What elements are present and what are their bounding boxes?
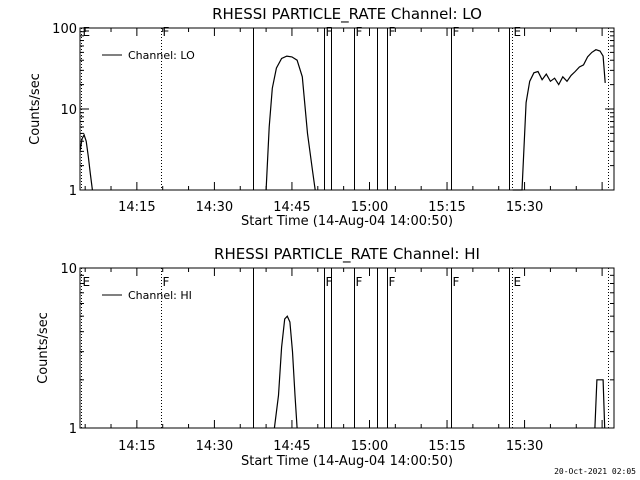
legend-entry: Channel: HI (128, 289, 192, 302)
plot-frame (79, 267, 615, 429)
y-tick-label: 10 (60, 262, 77, 277)
y-axis-label: Counts/sec (36, 312, 51, 384)
x-tick-label: 15:30 (506, 200, 543, 215)
event-marker-label: F (326, 25, 333, 39)
x-tick-label: 14:45 (273, 439, 310, 454)
event-marker-label: F (356, 25, 363, 39)
x-tick-label: 14:15 (118, 200, 155, 215)
hi-channel-panel: RHESSI PARTICLE_RATE Channel: HI Start Ti… (36, 245, 615, 469)
x-tick-label: 14:30 (196, 439, 233, 454)
event-marker-label: E (83, 25, 91, 39)
y-axis-label: Counts/sec (28, 73, 43, 145)
series-line-segment (79, 133, 93, 191)
series-line-segment (512, 49, 606, 191)
event-marker-label: E (514, 25, 522, 39)
chart-title: RHESSI PARTICLE_RATE Channel: HI (214, 245, 480, 264)
x-tick-label: 14:30 (196, 200, 233, 215)
legend-entry: Channel: LO (128, 49, 195, 62)
x-tick-label: 15:00 (351, 200, 388, 215)
event-marker-label: F (356, 275, 363, 289)
y-tick-label: 1 (69, 184, 77, 199)
event-marker-label: F (326, 275, 333, 289)
x-axis-label: Start Time (14-Aug-04 14:00:50) (241, 454, 453, 469)
series-line-segment (265, 55, 316, 191)
event-marker-label: F (163, 25, 170, 39)
event-marker-label: F (163, 275, 170, 289)
y-tick-label: 100 (52, 22, 77, 37)
x-axis-label: Start Time (14-Aug-04 14:00:50) (241, 214, 453, 229)
y-tick-label: 10 (60, 103, 77, 118)
event-marker-label: F (389, 25, 396, 39)
x-tick-label: 15:00 (351, 439, 388, 454)
series-line-segment (273, 315, 298, 429)
event-marker-label: E (83, 275, 91, 289)
x-tick-label: 14:45 (273, 200, 310, 215)
event-marker-label: E (514, 275, 522, 289)
event-marker-label: F (453, 25, 460, 39)
x-tick-label: 15:15 (428, 200, 465, 215)
x-tick-label: 15:30 (506, 439, 543, 454)
lo-channel-panel: RHESSI PARTICLE_RATE Channel: LO Start Ti… (28, 5, 615, 229)
x-tick-label: 15:15 (428, 439, 465, 454)
event-marker-label: F (453, 275, 460, 289)
chart-title: RHESSI PARTICLE_RATE Channel: LO (212, 5, 482, 24)
x-tick-label: 14:15 (118, 439, 155, 454)
series-line-segment (594, 379, 606, 429)
timestamp: 20-Oct-2021 02:05 (554, 467, 636, 476)
event-marker-label: F (389, 275, 396, 289)
y-tick-label: 1 (69, 422, 77, 437)
